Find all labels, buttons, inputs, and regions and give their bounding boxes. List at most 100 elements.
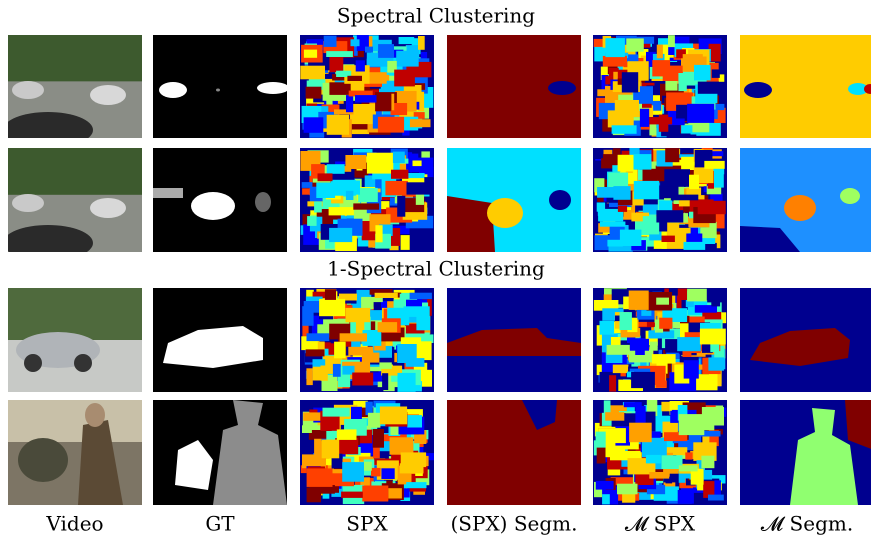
superpixel <box>401 452 426 467</box>
superpixel <box>356 60 365 71</box>
superpixel <box>300 66 325 80</box>
superpixel <box>615 100 639 111</box>
superpixel <box>319 299 345 316</box>
superpixel <box>410 293 432 299</box>
superpixel <box>313 367 323 381</box>
superpixel <box>350 104 376 124</box>
superpixel <box>322 440 340 459</box>
image-cell <box>740 288 871 392</box>
superpixel <box>634 154 652 170</box>
superpixel <box>656 210 683 222</box>
superpixel <box>694 65 711 81</box>
column-label: 𝓜 SPX <box>625 512 696 536</box>
foliage <box>8 288 142 340</box>
superpixel <box>714 480 721 495</box>
foliage <box>8 35 142 81</box>
superpixel <box>324 36 337 47</box>
superpixel <box>603 56 627 67</box>
superpixel <box>689 175 699 189</box>
superpixel <box>397 196 405 217</box>
superpixel <box>597 89 605 96</box>
region <box>191 192 235 220</box>
superpixel <box>634 181 659 199</box>
region <box>153 188 183 198</box>
superpixel <box>641 310 651 316</box>
superpixel <box>329 228 352 242</box>
superpixel <box>329 207 355 215</box>
superpixel <box>378 117 404 133</box>
superpixel <box>629 423 652 443</box>
superpixel <box>334 342 346 359</box>
superpixel <box>704 161 724 169</box>
superpixel <box>678 289 687 301</box>
superpixel <box>373 429 384 448</box>
image-cell <box>593 288 727 392</box>
superpixel <box>678 490 694 504</box>
superpixel <box>358 188 378 202</box>
superpixel <box>413 161 422 167</box>
superpixel <box>396 51 419 67</box>
superpixel <box>685 452 692 459</box>
superpixel <box>348 347 373 356</box>
superpixel <box>421 151 430 158</box>
superpixel <box>401 235 410 250</box>
superpixel <box>618 155 635 172</box>
superpixel <box>318 173 333 181</box>
superpixel <box>406 482 426 488</box>
superpixel <box>608 110 634 127</box>
superpixel <box>337 429 357 440</box>
region <box>784 195 816 221</box>
section-title: Spectral Clustering <box>337 4 535 28</box>
superpixel <box>620 230 642 246</box>
superpixel <box>378 322 398 332</box>
superpixel <box>306 368 312 385</box>
superpixel <box>416 317 430 331</box>
region <box>159 82 187 98</box>
superpixel <box>662 236 675 242</box>
superpixel <box>605 38 625 57</box>
superpixel <box>649 123 656 135</box>
image-cell <box>153 35 289 138</box>
region <box>487 198 523 228</box>
region <box>216 89 220 92</box>
superpixel <box>665 148 679 162</box>
superpixel <box>371 468 381 477</box>
image-cell <box>153 400 287 505</box>
superpixel <box>369 72 387 84</box>
superpixel <box>346 95 353 112</box>
image-cell <box>300 400 434 505</box>
superpixel <box>346 191 354 200</box>
superpixel <box>659 318 672 329</box>
superpixel <box>600 321 615 335</box>
superpixel <box>304 117 324 133</box>
region <box>744 82 772 98</box>
superpixel <box>327 164 345 174</box>
superpixel <box>329 57 343 73</box>
region <box>257 82 289 94</box>
image-cell <box>447 35 581 138</box>
superpixel <box>626 38 644 51</box>
region <box>549 190 571 210</box>
superpixel <box>646 455 661 464</box>
image-cell <box>593 400 727 505</box>
superpixel <box>379 362 391 369</box>
superpixel <box>684 360 699 378</box>
region <box>255 192 271 212</box>
image-cell <box>300 288 434 392</box>
superpixel <box>716 104 725 110</box>
superpixel <box>711 288 720 306</box>
column-labels: VideoGTSPX(SPX) Segm.𝓜 SPX𝓜 Segm. <box>45 512 853 536</box>
image-cell <box>8 400 142 505</box>
superpixel <box>326 51 353 57</box>
superpixel <box>609 375 616 391</box>
superpixel <box>656 298 669 305</box>
superpixel <box>702 407 724 426</box>
image-cell <box>8 288 142 392</box>
superpixel <box>600 222 626 227</box>
superpixel <box>630 339 649 351</box>
superpixel <box>635 406 645 423</box>
superpixel <box>410 119 431 127</box>
superpixel <box>399 37 415 44</box>
superpixel <box>325 289 336 300</box>
region <box>3 225 93 261</box>
